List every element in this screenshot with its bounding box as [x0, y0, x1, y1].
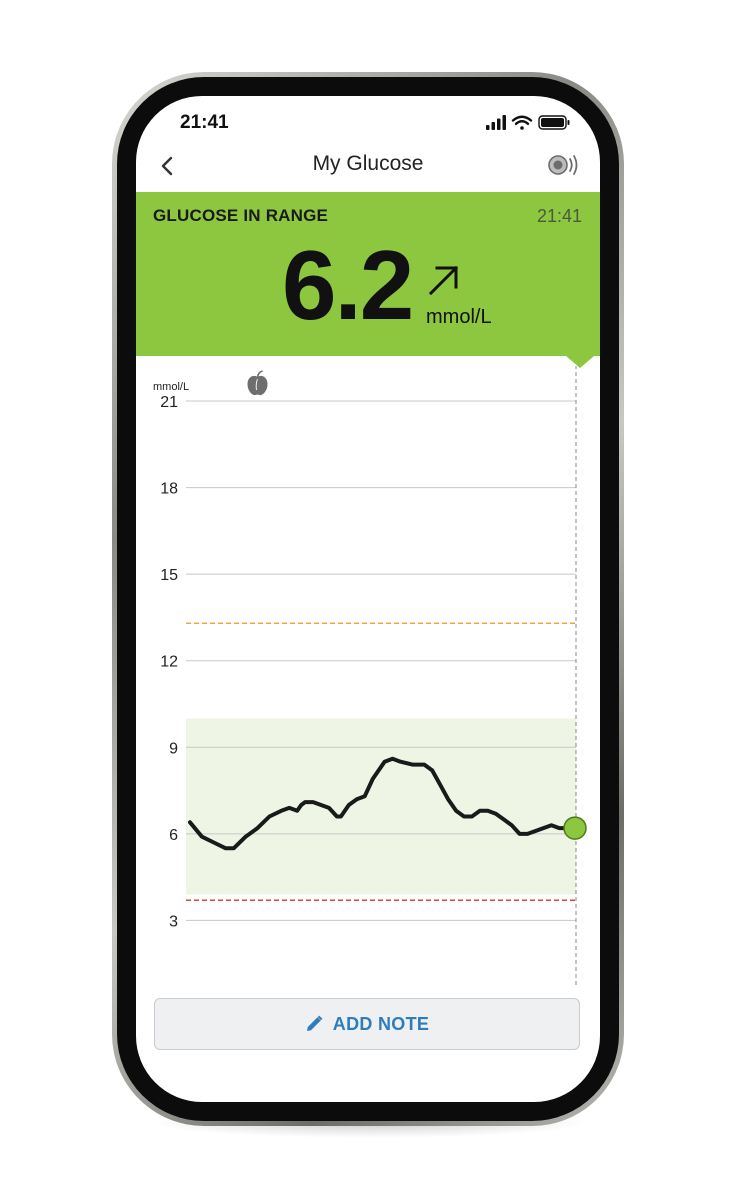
page-title: My Glucose [136, 152, 600, 176]
y-tick-label: 21 [160, 394, 178, 411]
status-bar: 21:41 [136, 96, 600, 148]
pencil-icon [305, 1015, 323, 1033]
status-icons [486, 114, 572, 132]
wifi-icon [513, 117, 531, 130]
current-reading-dot [564, 817, 586, 839]
glucose-unit: mmol/L [426, 306, 492, 329]
trend-arrow-up-right-icon [426, 262, 462, 298]
battery-icon [539, 116, 570, 129]
apple-icon[interactable] [248, 371, 268, 395]
add-note-label: ADD NOTE [333, 1014, 429, 1035]
y-axis-tick-labels: 211815129630 [160, 394, 178, 986]
glucose-status-text: GLUCOSE IN RANGE [153, 206, 328, 226]
target-range-band [186, 718, 576, 894]
chart-gridlines [186, 401, 576, 986]
status-time: 21:41 [180, 112, 229, 134]
y-axis-unit-label: mmol/L [153, 381, 189, 393]
glucose-status-banner: GLUCOSE IN RANGE 21:41 6.2 mmol/L [136, 192, 600, 356]
sensor-scan-icon[interactable] [546, 150, 580, 180]
glucose-chart: 211815129630 mmol/L 14:0017:0020:00 [136, 366, 600, 986]
nav-bar: My Glucose [136, 144, 600, 190]
y-tick-label: 18 [160, 481, 178, 498]
y-tick-label: 3 [169, 913, 178, 930]
reading-time: 21:41 [537, 206, 582, 227]
y-tick-label: 6 [169, 827, 178, 844]
add-note-button[interactable]: ADD NOTE [154, 998, 580, 1050]
glucose-value: 6.2 [282, 236, 412, 334]
y-tick-label: 9 [169, 740, 178, 757]
y-tick-label: 15 [160, 567, 178, 584]
cellular-signal-icon [486, 115, 506, 130]
app-screen: 21:41 My Glucose [136, 96, 600, 1102]
y-tick-label: 12 [160, 654, 178, 671]
